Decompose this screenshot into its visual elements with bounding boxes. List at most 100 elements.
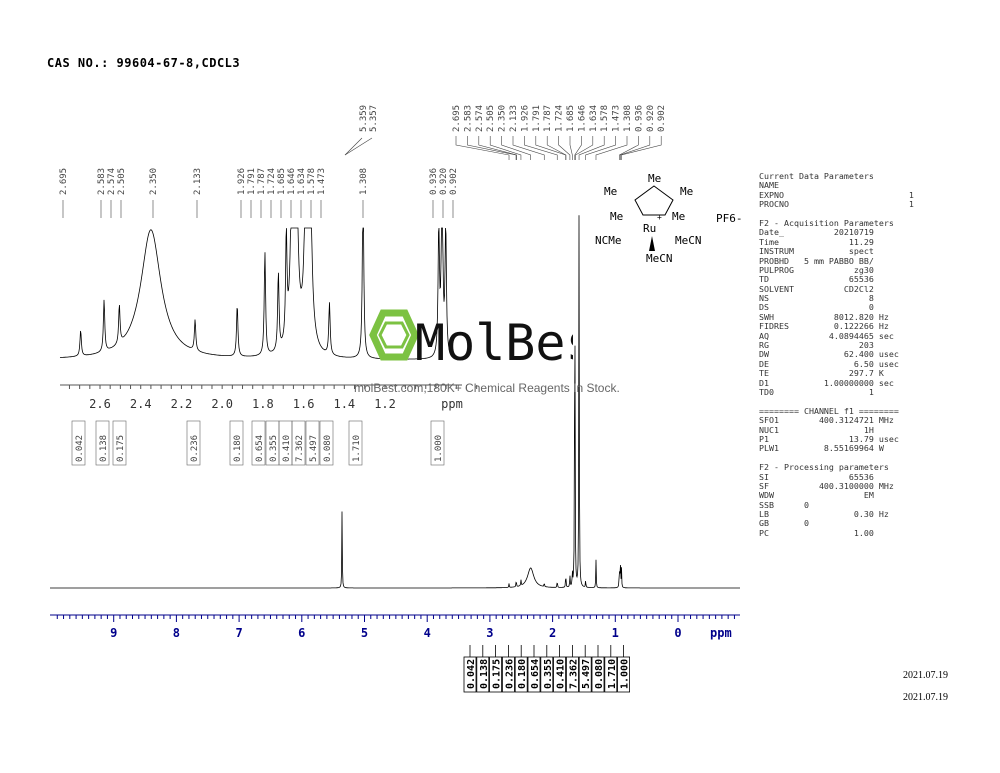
peak-label: 1.578 <box>307 168 317 195</box>
integral-label: 0.355 <box>543 659 554 689</box>
parameter-line: Current Data Parameters <box>759 171 874 181</box>
peak-label: 1.724 <box>267 168 277 195</box>
structure-label: NCMe <box>595 234 622 247</box>
parameter-line: TD 65536 <box>759 274 874 285</box>
peak-label: 2.505 <box>117 168 127 195</box>
peak-label: 1.473 <box>317 168 327 195</box>
peak-label: 2.583 <box>97 168 107 195</box>
integral-label: 0.654 <box>530 659 541 689</box>
peak-label-leader <box>546 136 567 160</box>
peak-label-leader <box>558 136 571 160</box>
peak-label-leader <box>535 136 567 160</box>
peak-label: 5.359 <box>359 105 369 132</box>
inset-tick-label: 1.6 <box>293 397 315 411</box>
integral-label: 1.000 <box>620 659 631 689</box>
x-tick-label: 2 <box>549 626 556 640</box>
parameter-line: SOLVENT CD2Cl2 <box>759 283 874 294</box>
parameter-line: ======== CHANNEL f1 ======== <box>759 405 899 416</box>
structure-drawing: Me Me Me Me Me Ru + NCMe MeCN MeCN PF6- <box>595 172 743 265</box>
peak-label-leader <box>489 136 522 160</box>
inset-integral-label: 7.362 <box>295 435 305 462</box>
parameter-line: WDW EM <box>759 490 874 501</box>
inset-integral-box <box>95 420 110 466</box>
peak-label-leader <box>501 136 531 160</box>
peak-label: 1.308 <box>623 105 633 132</box>
structure-label: Ru <box>643 222 656 235</box>
parameter-line: PULPROG zg30 <box>759 264 874 275</box>
parameter-line: RG 203 <box>759 340 874 351</box>
structure-label: + <box>657 213 662 222</box>
parameter-line: DS 0 <box>759 302 874 313</box>
structure-label: Me <box>610 210 623 223</box>
inset-integral-box <box>291 420 306 466</box>
inset-integral-label: 0.042 <box>75 435 85 462</box>
counterion-label: PF6- <box>716 212 743 225</box>
peak-label: 0.920 <box>439 168 449 195</box>
peak-label-leader <box>595 136 628 160</box>
parameter-line: SSB 0 <box>759 499 809 510</box>
peak-label: 1.787 <box>257 168 267 195</box>
date-stamp: 2021.07.19 <box>903 692 948 703</box>
x-axis-label: ppm <box>710 626 732 640</box>
x-tick-label: 4 <box>424 626 431 640</box>
x-tick-label: 7 <box>235 626 242 640</box>
inset-integral-box <box>319 420 334 466</box>
parameter-line: PROBHD 5 mm PABBO BB/ <box>759 255 874 266</box>
peak-label: 1.634 <box>297 168 307 195</box>
peak-label: 2.695 <box>452 105 462 132</box>
inset-tick-label: 2.2 <box>171 397 193 411</box>
parameter-line: NAME <box>759 180 779 191</box>
peak-label: 1.791 <box>247 168 257 195</box>
peak-label-leader <box>569 136 573 160</box>
parameter-line: EXPNO 1 <box>759 189 914 200</box>
parameter-line: F2 - Acquisition Parameters <box>759 217 894 228</box>
acquisition-parameters: Current Data Parameters NAME EXPNO 1 PROCNO… <box>759 171 914 538</box>
integral-label: 0.080 <box>594 659 605 689</box>
inset-tick-label: 1.8 <box>252 397 274 411</box>
structure-label: Me <box>680 185 693 198</box>
inset-integral-label: 0.138 <box>99 435 109 462</box>
peak-label: 1.926 <box>237 168 247 195</box>
x-tick-label: 9 <box>110 626 117 640</box>
peak-label-leader <box>620 136 651 160</box>
inset-integral-box <box>251 420 266 466</box>
peak-label: 2.583 <box>463 105 473 132</box>
parameter-line: GB 0 <box>759 518 809 529</box>
peak-label: 2.574 <box>107 168 117 195</box>
watermark-tagline: molBest.com,180K+ Chemical Reagents In S… <box>354 381 620 395</box>
peak-label: 1.473 <box>612 105 622 132</box>
inset-integral-box <box>186 420 201 466</box>
peak-label: 1.308 <box>359 168 369 195</box>
parameter-line: F2 - Processing parameters <box>759 462 889 473</box>
peak-label: 1.724 <box>555 105 565 132</box>
inset-x-axis-label: ppm <box>441 397 463 411</box>
peak-label: 1.787 <box>543 105 553 132</box>
x-tick-label: 1 <box>612 626 619 640</box>
peak-label-leader <box>467 136 517 160</box>
parameter-line: SF 400.3100000 MHz <box>759 480 894 491</box>
parameter-line: DW 62.400 usec <box>759 349 899 360</box>
parameter-line: FIDRES 0.122266 Hz <box>759 321 889 332</box>
structure-label: MeCN <box>646 252 673 265</box>
watermark-logo: MolBest <box>353 305 626 374</box>
peak-label-leader <box>575 136 594 160</box>
peak-label: 0.902 <box>449 168 459 195</box>
structure-label: Me <box>604 185 617 198</box>
peak-label: 1.926 <box>520 105 530 132</box>
parameter-line: D1 1.00000000 sec <box>759 377 894 388</box>
peak-label: 1.646 <box>287 168 297 195</box>
inset-integral-box <box>430 420 445 466</box>
integral-label: 0.236 <box>504 659 515 689</box>
inset-integral-box <box>112 420 127 466</box>
peak-label: 0.936 <box>634 105 644 132</box>
integral-label: 0.410 <box>556 659 567 689</box>
parameter-line: NUC1 1H <box>759 424 874 435</box>
peak-label: 2.350 <box>498 105 508 132</box>
parameter-line: Time 11.29 <box>759 236 874 247</box>
x-tick-label: 5 <box>361 626 368 640</box>
inset-integral-label: 1.000 <box>434 435 444 462</box>
x-tick-label: 3 <box>486 626 493 640</box>
peak-label-leader <box>344 137 363 156</box>
